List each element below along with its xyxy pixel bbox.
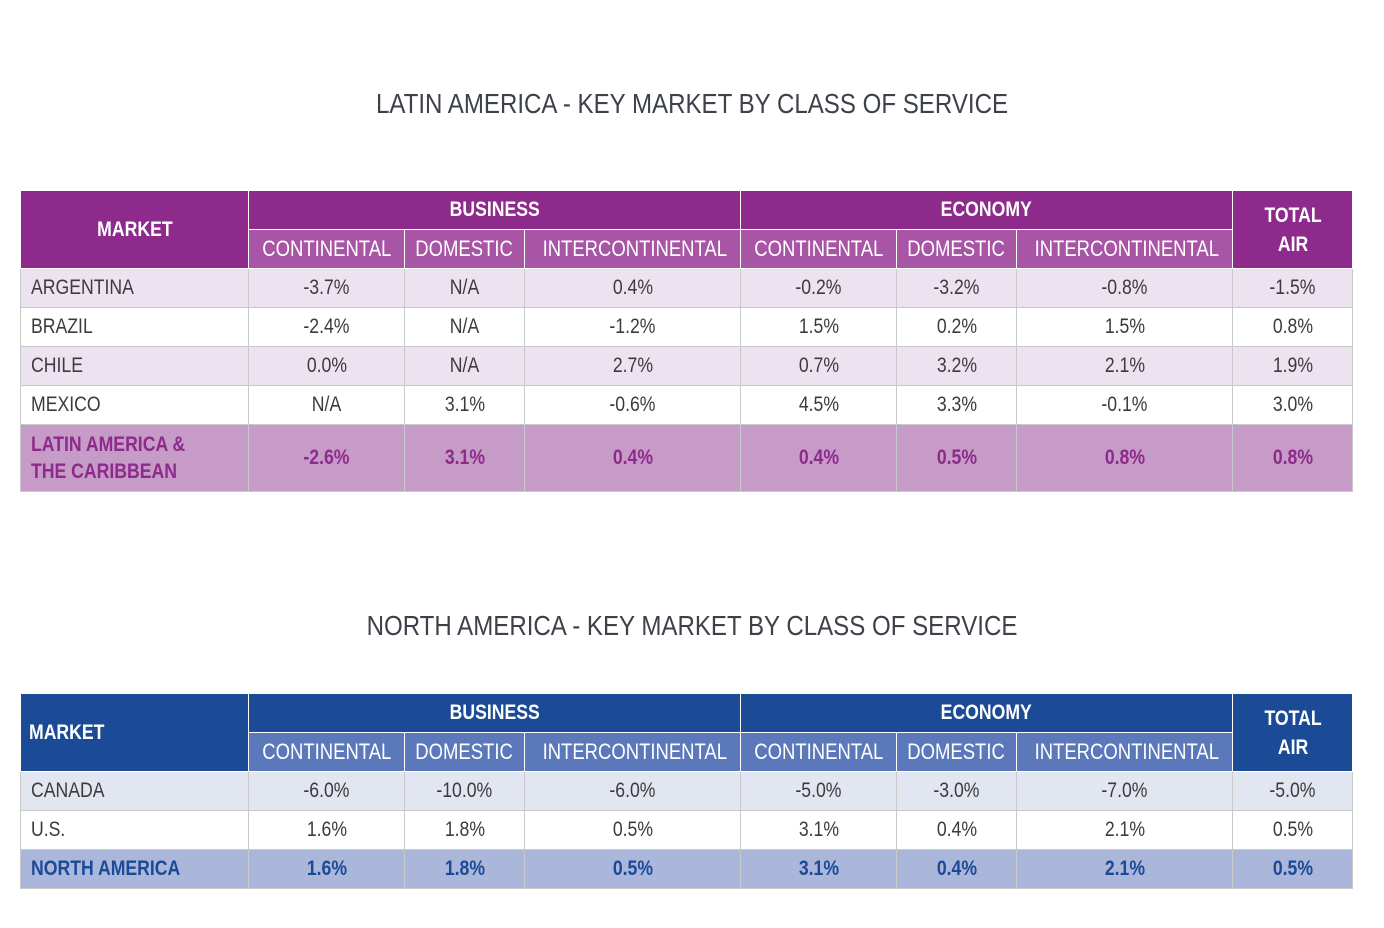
na-market-table: MARKET BUSINESS ECONOMY TOTAL AIR CONTINE… bbox=[20, 693, 1354, 889]
total-cell: 0.4% bbox=[896, 849, 1018, 889]
table-cell: 0.8% bbox=[1232, 307, 1354, 347]
table-cell: N/A bbox=[404, 346, 525, 386]
table-cell: -0.6% bbox=[523, 385, 742, 425]
row-market-label: BRAZIL bbox=[20, 307, 249, 347]
header-economy-continental: CONTINENTAL bbox=[740, 229, 898, 269]
table-cell: 2.1% bbox=[1016, 810, 1234, 850]
table-cell: 0.4% bbox=[896, 810, 1018, 850]
table-cell: 3.1% bbox=[404, 385, 525, 425]
latam-market-table: MARKET BUSINESS ECONOMY TOTAL AIR CONTINE… bbox=[20, 190, 1354, 492]
table-cell: 2.1% bbox=[1016, 346, 1234, 386]
table-cell: 0.5% bbox=[1232, 810, 1354, 850]
table-cell: -5.0% bbox=[1232, 771, 1354, 811]
header-business: BUSINESS bbox=[247, 190, 742, 230]
table-cell: 2.7% bbox=[523, 346, 742, 386]
header-business-intercontinental: INTERCONTINENTAL bbox=[523, 229, 742, 269]
header-economy-domestic: DOMESTIC bbox=[896, 229, 1018, 269]
table-row: CHILE 0.0% N/A 2.7% 0.7% 3.2% 2.1% 1.9% bbox=[20, 346, 1354, 386]
row-market-label: U.S. bbox=[20, 810, 249, 850]
row-market-label: MEXICO bbox=[20, 385, 249, 425]
table-cell: -5.0% bbox=[740, 771, 898, 811]
header-economy: ECONOMY bbox=[740, 190, 1234, 230]
header-economy-continental: CONTINENTAL bbox=[740, 732, 898, 772]
table-row: U.S. 1.6% 1.8% 0.5% 3.1% 0.4% 2.1% 0.5% bbox=[20, 810, 1354, 850]
header-business: BUSINESS bbox=[247, 693, 742, 733]
table-cell: 1.5% bbox=[740, 307, 898, 347]
header-business-intercontinental: INTERCONTINENTAL bbox=[523, 732, 742, 772]
table-cell: 1.6% bbox=[248, 810, 405, 850]
row-market-label: ARGENTINA bbox=[20, 268, 249, 308]
table-cell: 1.8% bbox=[404, 810, 525, 850]
table-cell: 4.5% bbox=[740, 385, 898, 425]
total-row-label: NORTH AMERICA bbox=[20, 849, 249, 889]
total-cell: 0.5% bbox=[523, 849, 742, 889]
header-business-domestic: DOMESTIC bbox=[404, 229, 525, 269]
total-cell: 0.8% bbox=[1016, 424, 1234, 492]
total-row: NORTH AMERICA 1.6% 1.8% 0.5% 3.1% 0.4% 2… bbox=[20, 849, 1354, 889]
header-business-domestic: DOMESTIC bbox=[404, 732, 525, 772]
total-cell: 0.8% bbox=[1232, 424, 1354, 492]
header-business-continental: CONTINENTAL bbox=[248, 229, 405, 269]
latam-table-title: LATIN AMERICA - KEY MARKET BY CLASS OF S… bbox=[375, 88, 1009, 119]
header-economy-intercontinental: INTERCONTINENTAL bbox=[1016, 732, 1234, 772]
header-economy-intercontinental: INTERCONTINENTAL bbox=[1016, 229, 1234, 269]
total-cell: 0.4% bbox=[740, 424, 898, 492]
total-cell: 3.1% bbox=[404, 424, 525, 492]
total-cell: 0.4% bbox=[523, 424, 742, 492]
total-cell: 0.5% bbox=[1232, 849, 1354, 889]
table-cell: 3.2% bbox=[896, 346, 1018, 386]
table-cell: -6.0% bbox=[523, 771, 742, 811]
table-cell: 3.1% bbox=[740, 810, 898, 850]
table-cell: -3.2% bbox=[896, 268, 1018, 308]
table-row: BRAZIL -2.4% N/A -1.2% 1.5% 0.2% 1.5% 0.… bbox=[20, 307, 1354, 347]
row-market-label: CHILE bbox=[20, 346, 249, 386]
total-cell: 1.8% bbox=[404, 849, 525, 889]
table-row: CANADA -6.0% -10.0% -6.0% -5.0% -3.0% -7… bbox=[20, 771, 1354, 811]
table-cell: 0.5% bbox=[523, 810, 742, 850]
table-cell: -6.0% bbox=[248, 771, 405, 811]
table-cell: -7.0% bbox=[1016, 771, 1234, 811]
na-table-title: NORTH AMERICA - KEY MARKET BY CLASS OF S… bbox=[366, 610, 1018, 641]
header-total-air: TOTAL AIR bbox=[1232, 190, 1354, 269]
table-cell: 3.0% bbox=[1232, 385, 1354, 425]
table-cell: 1.9% bbox=[1232, 346, 1354, 386]
table-cell: N/A bbox=[404, 268, 525, 308]
table-cell: -0.8% bbox=[1016, 268, 1234, 308]
header-economy: ECONOMY bbox=[740, 693, 1234, 733]
table-row: MEXICO N/A 3.1% -0.6% 4.5% 3.3% -0.1% 3.… bbox=[20, 385, 1354, 425]
total-row-label: LATIN AMERICA & THE CARIBBEAN bbox=[20, 424, 249, 492]
table-cell: 0.4% bbox=[523, 268, 742, 308]
total-row: LATIN AMERICA & THE CARIBBEAN -2.6% 3.1% … bbox=[20, 424, 1354, 492]
header-business-continental: CONTINENTAL bbox=[248, 732, 405, 772]
table-cell: -1.2% bbox=[523, 307, 742, 347]
table-cell: -3.0% bbox=[896, 771, 1018, 811]
table-cell: -1.5% bbox=[1232, 268, 1354, 308]
header-economy-domestic: DOMESTIC bbox=[896, 732, 1018, 772]
table-cell: N/A bbox=[248, 385, 405, 425]
table-row: ARGENTINA -3.7% N/A 0.4% -0.2% -3.2% -0.… bbox=[20, 268, 1354, 308]
header-total-air: TOTAL AIR bbox=[1232, 693, 1354, 772]
table-cell: -10.0% bbox=[404, 771, 525, 811]
table-cell: N/A bbox=[404, 307, 525, 347]
table-cell: -3.7% bbox=[248, 268, 405, 308]
row-market-label: CANADA bbox=[20, 771, 249, 811]
header-market: MARKET bbox=[20, 190, 249, 269]
table-cell: 0.7% bbox=[740, 346, 898, 386]
table-cell: -0.1% bbox=[1016, 385, 1234, 425]
total-cell: -2.6% bbox=[248, 424, 405, 492]
total-cell: 3.1% bbox=[740, 849, 898, 889]
table-cell: 0.0% bbox=[248, 346, 405, 386]
table-cell: -2.4% bbox=[248, 307, 405, 347]
table-cell: 3.3% bbox=[896, 385, 1018, 425]
table-cell: 1.5% bbox=[1016, 307, 1234, 347]
total-cell: 0.5% bbox=[896, 424, 1018, 492]
table-cell: -0.2% bbox=[740, 268, 898, 308]
total-cell: 1.6% bbox=[248, 849, 405, 889]
total-cell: 2.1% bbox=[1016, 849, 1234, 889]
table-cell: 0.2% bbox=[896, 307, 1018, 347]
header-market: MARKET bbox=[20, 693, 249, 772]
